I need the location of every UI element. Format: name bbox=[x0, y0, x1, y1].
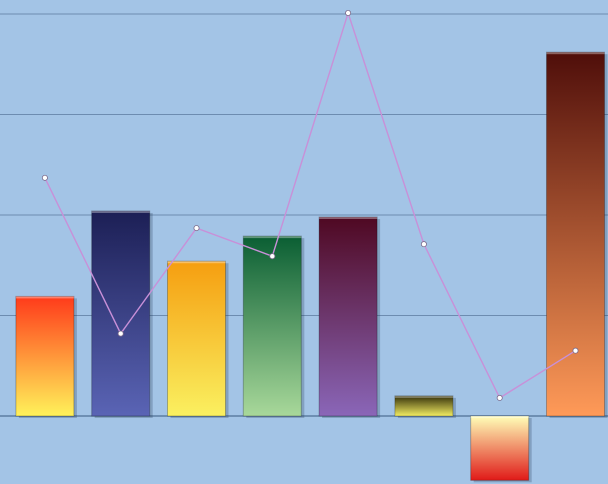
line-point-8 bbox=[572, 347, 579, 354]
line-path bbox=[44, 10, 576, 399]
line-point-4 bbox=[269, 253, 276, 260]
bar-8 bbox=[546, 51, 605, 417]
bar-highlight bbox=[91, 210, 150, 213]
bar-highlight bbox=[243, 236, 302, 239]
bar-6 bbox=[394, 395, 454, 417]
line-point-5 bbox=[345, 9, 352, 16]
line-point-2 bbox=[117, 330, 124, 337]
bar-highlight bbox=[15, 296, 74, 299]
line-point-7 bbox=[496, 394, 503, 401]
bar-3 bbox=[167, 260, 226, 417]
line-series bbox=[41, 9, 579, 401]
bar-series bbox=[15, 51, 608, 483]
bar-1 bbox=[15, 295, 75, 417]
bar-7 bbox=[470, 415, 530, 481]
line-point-1 bbox=[41, 174, 48, 181]
line-point-3 bbox=[193, 225, 200, 232]
bar-highlight bbox=[167, 261, 226, 264]
line-point-6 bbox=[420, 241, 427, 248]
bar-5 bbox=[318, 216, 378, 417]
bar-highlight bbox=[319, 217, 378, 220]
bar-4 bbox=[242, 235, 302, 417]
bar-highlight bbox=[470, 416, 529, 418]
bar-highlight bbox=[394, 395, 453, 398]
bar-2 bbox=[91, 210, 151, 417]
bar-highlight bbox=[546, 52, 605, 55]
